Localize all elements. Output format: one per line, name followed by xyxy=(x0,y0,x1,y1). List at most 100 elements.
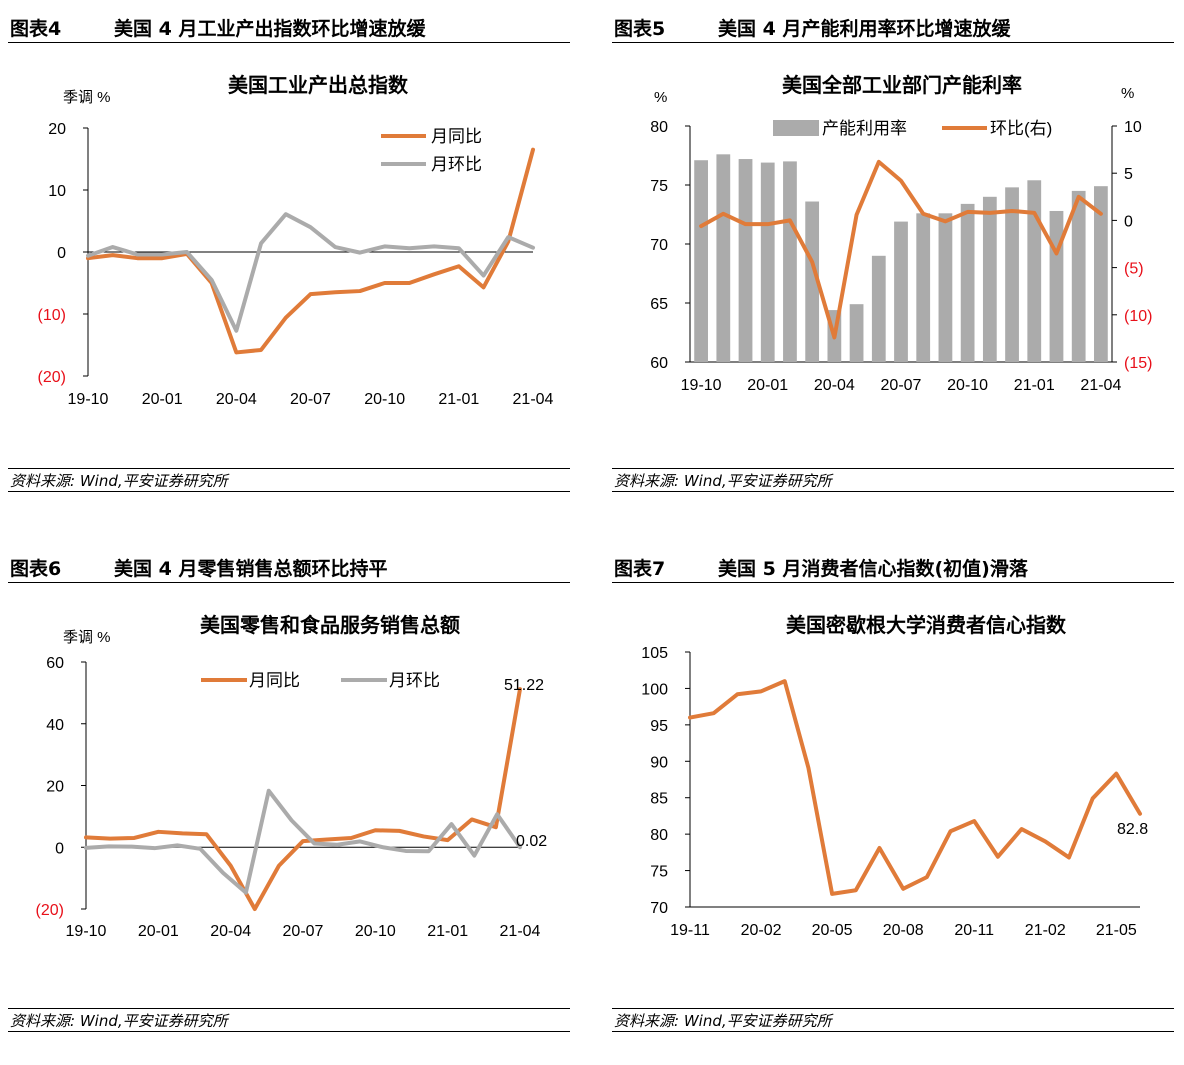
legend-label: 环比(右) xyxy=(990,119,1052,138)
chart-title: 美国密歇根大学消费者信心指数 xyxy=(786,613,1067,637)
data-label: 82.8 xyxy=(1117,821,1148,838)
y-axis-label: 季调 % xyxy=(63,629,111,646)
figure-label: 图表4 xyxy=(10,18,62,40)
bar xyxy=(849,304,864,362)
bar xyxy=(738,159,753,362)
y-tick-label: (10) xyxy=(38,307,66,324)
y-tick-label: 95 xyxy=(650,718,668,735)
x-tick-label: 20-08 xyxy=(883,922,924,939)
x-tick-label: 20-05 xyxy=(812,922,853,939)
y-tick-label: 75 xyxy=(650,178,668,195)
x-tick-label: 20-04 xyxy=(814,377,855,394)
x-tick-label: 21-01 xyxy=(1014,377,1055,394)
bar xyxy=(1094,186,1108,362)
x-tick-label: 20-04 xyxy=(210,923,251,940)
bar xyxy=(1027,180,1042,362)
y-tick-label-right: 10 xyxy=(1124,119,1142,136)
y-tick-label: 20 xyxy=(48,121,66,138)
figure-label: 图表5 xyxy=(614,18,666,40)
bar xyxy=(716,154,731,362)
y-tick-label-right: (5) xyxy=(1124,261,1144,278)
figure-label: 图表7 xyxy=(614,558,666,580)
y-tick-label: 105 xyxy=(641,645,668,662)
chart-capacity-utilization: 美国全部工业部门产能利率% % 80 75 70 65 60 10 5 0 (5) (10) (15) 1… xyxy=(650,73,1152,394)
bar xyxy=(916,213,931,362)
y-tick-label: 65 xyxy=(650,296,668,313)
y-tick-label: 20 xyxy=(46,779,64,796)
x-tick-label: 21-02 xyxy=(1025,922,1066,939)
bar xyxy=(871,255,886,362)
x-tick-label: 19-11 xyxy=(670,922,710,939)
x-tick-label: 20-04 xyxy=(216,391,257,408)
source-text: 资料来源: Wind,平安证券研究所 xyxy=(614,1012,832,1030)
figure-title: 美国 4 月零售销售总额环比持平 xyxy=(114,558,388,580)
legend-label: 月同比 xyxy=(249,671,300,690)
legend-label: 月同比 xyxy=(431,127,482,146)
source-note: 资料来源: Wind,平安证券研究所 xyxy=(612,1008,1174,1032)
x-tick-label: 20-07 xyxy=(881,377,922,394)
bar xyxy=(982,196,997,362)
figure-header: 图表5 美国 4 月产能利用率环比增速放缓 xyxy=(612,10,1174,43)
source-note: 资料来源: Wind,平安证券研究所 xyxy=(8,1008,570,1032)
bar xyxy=(1005,187,1019,362)
x-tick-label: 20-11 xyxy=(954,922,994,939)
y-tick-label: 85 xyxy=(650,791,668,808)
y-tick-label: (20) xyxy=(36,902,64,919)
figure-header: 图表7 美国 5 月消费者信心指数(初值)滑落 xyxy=(612,550,1174,583)
data-label: 51.22 xyxy=(504,677,544,694)
y-tick-label-right: (10) xyxy=(1124,308,1152,325)
y-tick-label: 40 xyxy=(46,717,64,734)
series-line-1 xyxy=(84,687,522,911)
source-note: 资料来源: Wind,平安证券研究所 xyxy=(612,468,1174,492)
x-tick-label: 20-10 xyxy=(364,391,405,408)
bar xyxy=(760,162,775,362)
bar xyxy=(1071,190,1086,362)
x-tick-label: 20-07 xyxy=(290,391,331,408)
panel-capacity-utilization: 图表5 美国 4 月产能利用率环比增速放缓 美国全部工业部门产能利率%% 80 75… xyxy=(612,10,1174,525)
figure-title: 美国 5 月消费者信心指数(初值)滑落 xyxy=(718,558,1028,580)
bar xyxy=(783,161,797,362)
source-text: 资料来源: Wind,平安证券研究所 xyxy=(614,472,832,490)
y-tick-label: 0 xyxy=(57,245,66,262)
y-tick-label: (20) xyxy=(38,369,66,386)
x-tick-label: 21-01 xyxy=(438,391,479,408)
figure-title: 美国 4 月工业产出指数环比增速放缓 xyxy=(114,18,426,40)
bar xyxy=(805,201,820,362)
bar xyxy=(1049,210,1064,362)
figure-label: 图表6 xyxy=(10,558,62,580)
legend-swatch-bars xyxy=(773,120,819,136)
x-tick-label: 21-04 xyxy=(513,391,554,408)
series-line-1 xyxy=(86,147,535,355)
source-text: 资料来源: Wind,平安证券研究所 xyxy=(10,1012,228,1030)
panel-industrial-output: 图表4 美国 4 月工业产出指数环比增速放缓 美国工业产出总指数 季调 % 20 10… xyxy=(8,10,570,525)
source-note: 资料来源: Wind,平安证券研究所 xyxy=(8,468,570,492)
y-tick-label: 70 xyxy=(650,900,668,917)
y-tick-label: 60 xyxy=(650,355,668,372)
data-label: 0.02 xyxy=(516,833,547,850)
y-tick-label: 90 xyxy=(650,754,668,771)
y-tick-label: 70 xyxy=(650,237,668,254)
figure-header: 图表6 美国 4 月零售销售总额环比持平 xyxy=(8,550,570,583)
figure-title: 美国 4 月产能利用率环比增速放缓 xyxy=(718,18,1011,40)
y-tick-label: 10 xyxy=(48,183,66,200)
legend-label: 月环比 xyxy=(389,671,440,690)
panel-retail-sales: 图表6 美国 4 月零售销售总额环比持平 美国零售和食品服务销售总额季调 % 60… xyxy=(8,550,570,1065)
x-tick-label: 21-04 xyxy=(1080,377,1121,394)
chart-title: 美国零售和食品服务销售总额 xyxy=(200,613,460,637)
x-tick-label: 20-10 xyxy=(947,377,988,394)
x-tick-label: 20-01 xyxy=(138,923,179,940)
x-tick-label: 20-02 xyxy=(741,922,782,939)
y-axis-label-right: % xyxy=(1121,85,1134,102)
y-tick-label: 60 xyxy=(46,655,64,672)
series-line xyxy=(699,159,1103,340)
x-tick-label: 19-10 xyxy=(68,391,109,408)
bar xyxy=(694,160,708,362)
x-tick-label: 21-04 xyxy=(500,923,541,940)
y-tick-label: 75 xyxy=(650,864,668,881)
x-tick-label: 20-01 xyxy=(747,377,788,394)
x-tick-label: 21-05 xyxy=(1096,922,1137,939)
y-axis-label: 季调 % xyxy=(63,89,111,106)
